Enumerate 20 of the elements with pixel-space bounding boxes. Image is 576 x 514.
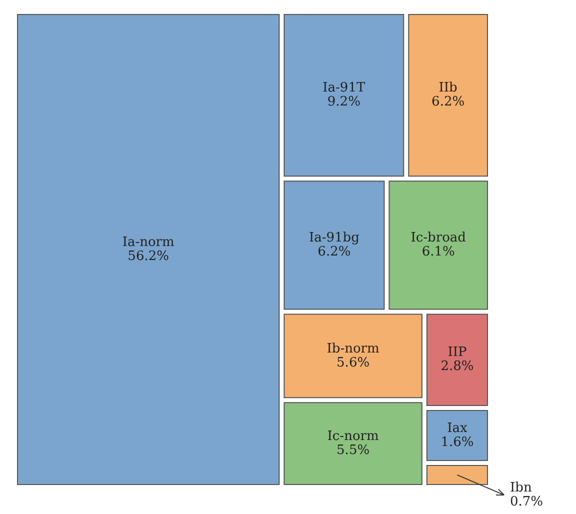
category-label: Ic-norm: [327, 428, 379, 444]
data-label: 2.8%: [440, 359, 474, 374]
data-label: 1.6%: [440, 434, 474, 450]
data-label: 5.5%: [336, 442, 370, 458]
category-label: Ic-broad: [410, 230, 466, 246]
data-label: 6.2%: [318, 244, 351, 260]
data-label: 6.1%: [422, 244, 455, 260]
category-label: Ib-norm: [326, 341, 380, 356]
category-label: Ia-91bg: [308, 230, 360, 246]
category-label: Iax: [447, 420, 468, 436]
category-label: IIP: [448, 345, 467, 360]
data-label: 56.2%: [128, 248, 169, 264]
data-label: 0.7%: [510, 494, 544, 510]
data-label: 6.2%: [432, 94, 465, 110]
category-label: Ia-91T: [322, 80, 366, 96]
category-label: Ia-norm: [122, 234, 174, 250]
data-label: 5.6%: [336, 355, 370, 370]
data-label: 9.2%: [327, 94, 360, 110]
category-label: Ibn: [510, 480, 532, 496]
category-label: IIb: [438, 80, 458, 96]
